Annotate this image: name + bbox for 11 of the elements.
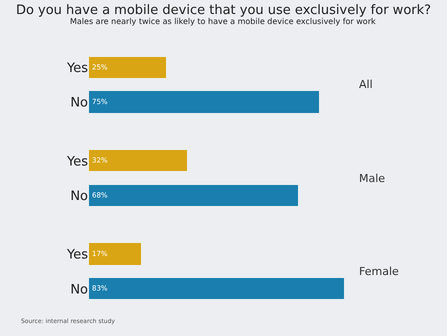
text: All [359,78,373,91]
y-tick-label: Yes [66,248,88,263]
text: Male [359,172,386,185]
chart-title: Do you have a mobile device that you use exclusively for work? [16,3,432,18]
y-tick-label: No [70,95,88,110]
y-tick-label: Yes [66,60,88,76]
text: Female [359,265,400,278]
chart-subtitle: Males are nearly twice as likely to have a mobile device exclusively for work [70,17,376,26]
y-tick-label: No [70,282,88,298]
y-tick-label: No [70,188,88,204]
y-tick-label: Yes [66,154,88,170]
